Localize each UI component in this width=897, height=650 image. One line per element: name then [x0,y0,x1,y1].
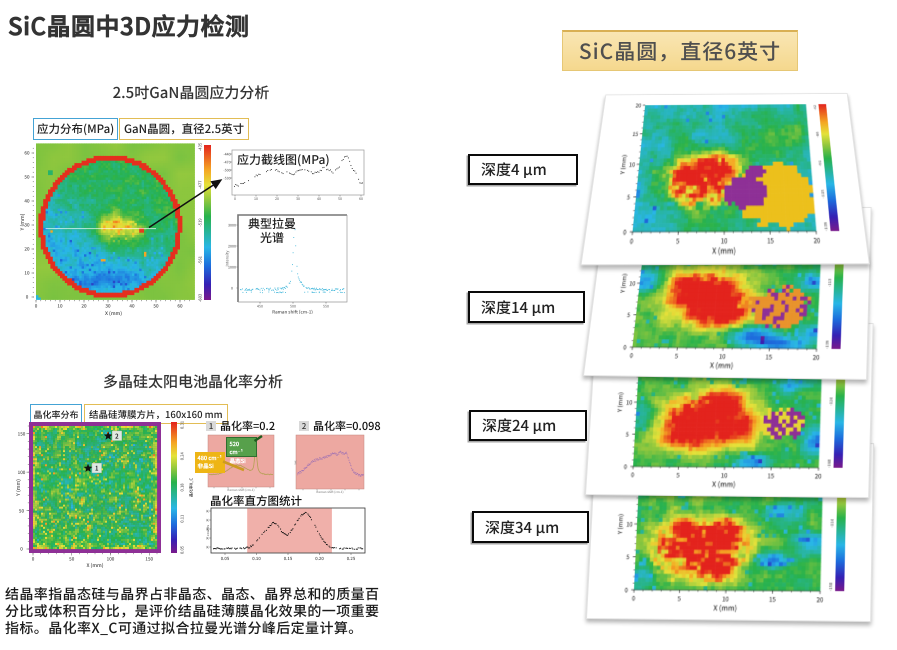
raman-inset-title: 典型拉曼 光谱 [243,215,301,247]
crystalline-si-callout-line2: 晶态Si [229,456,246,465]
crystalline-si-callout-line1: 520 cm⁻¹ [229,439,243,457]
point2-label: 晶化率=0.098 [313,418,381,434]
amorphous-si-callout-line2: 非晶Si [197,462,214,471]
point2-marker-chip: 2 [299,421,309,432]
depth-4um-heatmap [581,93,872,267]
depth-label-4um: 深度4 μm [468,154,578,185]
gan-wafer-stress-map [16,138,216,318]
raman-spectrum-inset-plot [222,208,352,314]
depth-label-14um: 深度14 μm [468,291,585,323]
crystallinity-histogram [206,505,370,563]
spectrum2-header: 2 晶化率=0.098 [299,418,381,434]
point1-label: 晶化率=0.2 [220,418,276,434]
stress-distribution-tag: 应力分布(MPa) [33,118,119,140]
wafer-size-banner: SiC晶圆，直径6英寸 [562,30,798,71]
stress-profile-inset-title: 应力截线图(MPa) [237,151,330,168]
raman-inset-title-line2: 光谱 [259,229,284,247]
gan-sample-tag: GaN晶圆，直径2.5英寸 [119,118,250,140]
depth-card-4um [580,92,872,267]
crystalline-si-callout: 520 cm⁻¹ 晶态Si [226,437,257,465]
depth-label-24um: 深度24 μm [469,410,587,441]
gan-figure-subtitle: 2.5吋GaN晶圆应力分析 [112,82,270,103]
description-paragraph: 结晶率指晶态硅与晶界占非晶态、晶态、晶界总和的质量百分比或体积百分比，是评价结晶… [5,584,380,639]
stress-profile-inset-plot [218,143,368,205]
poly-si-figure-subtitle: 多晶硅太阳电池晶化率分析 [102,371,283,392]
raman-inset-title-line1: 典型拉曼 [247,215,296,232]
depth-label-34um: 深度34 μm [472,511,589,543]
page-title: SiC晶圆中3D应力检测 [8,7,250,42]
amorphous-si-callout: 480 cm⁻¹ 非晶Si [195,452,225,473]
spectrum2-plot [294,432,366,494]
spectrum1-header: 1 晶化率=0.2 [206,418,275,434]
point1-marker-chip: 1 [206,421,216,432]
amorphous-si-callout-line1: 480 cm⁻¹ [197,453,222,462]
crystallinity-map [14,416,204,576]
